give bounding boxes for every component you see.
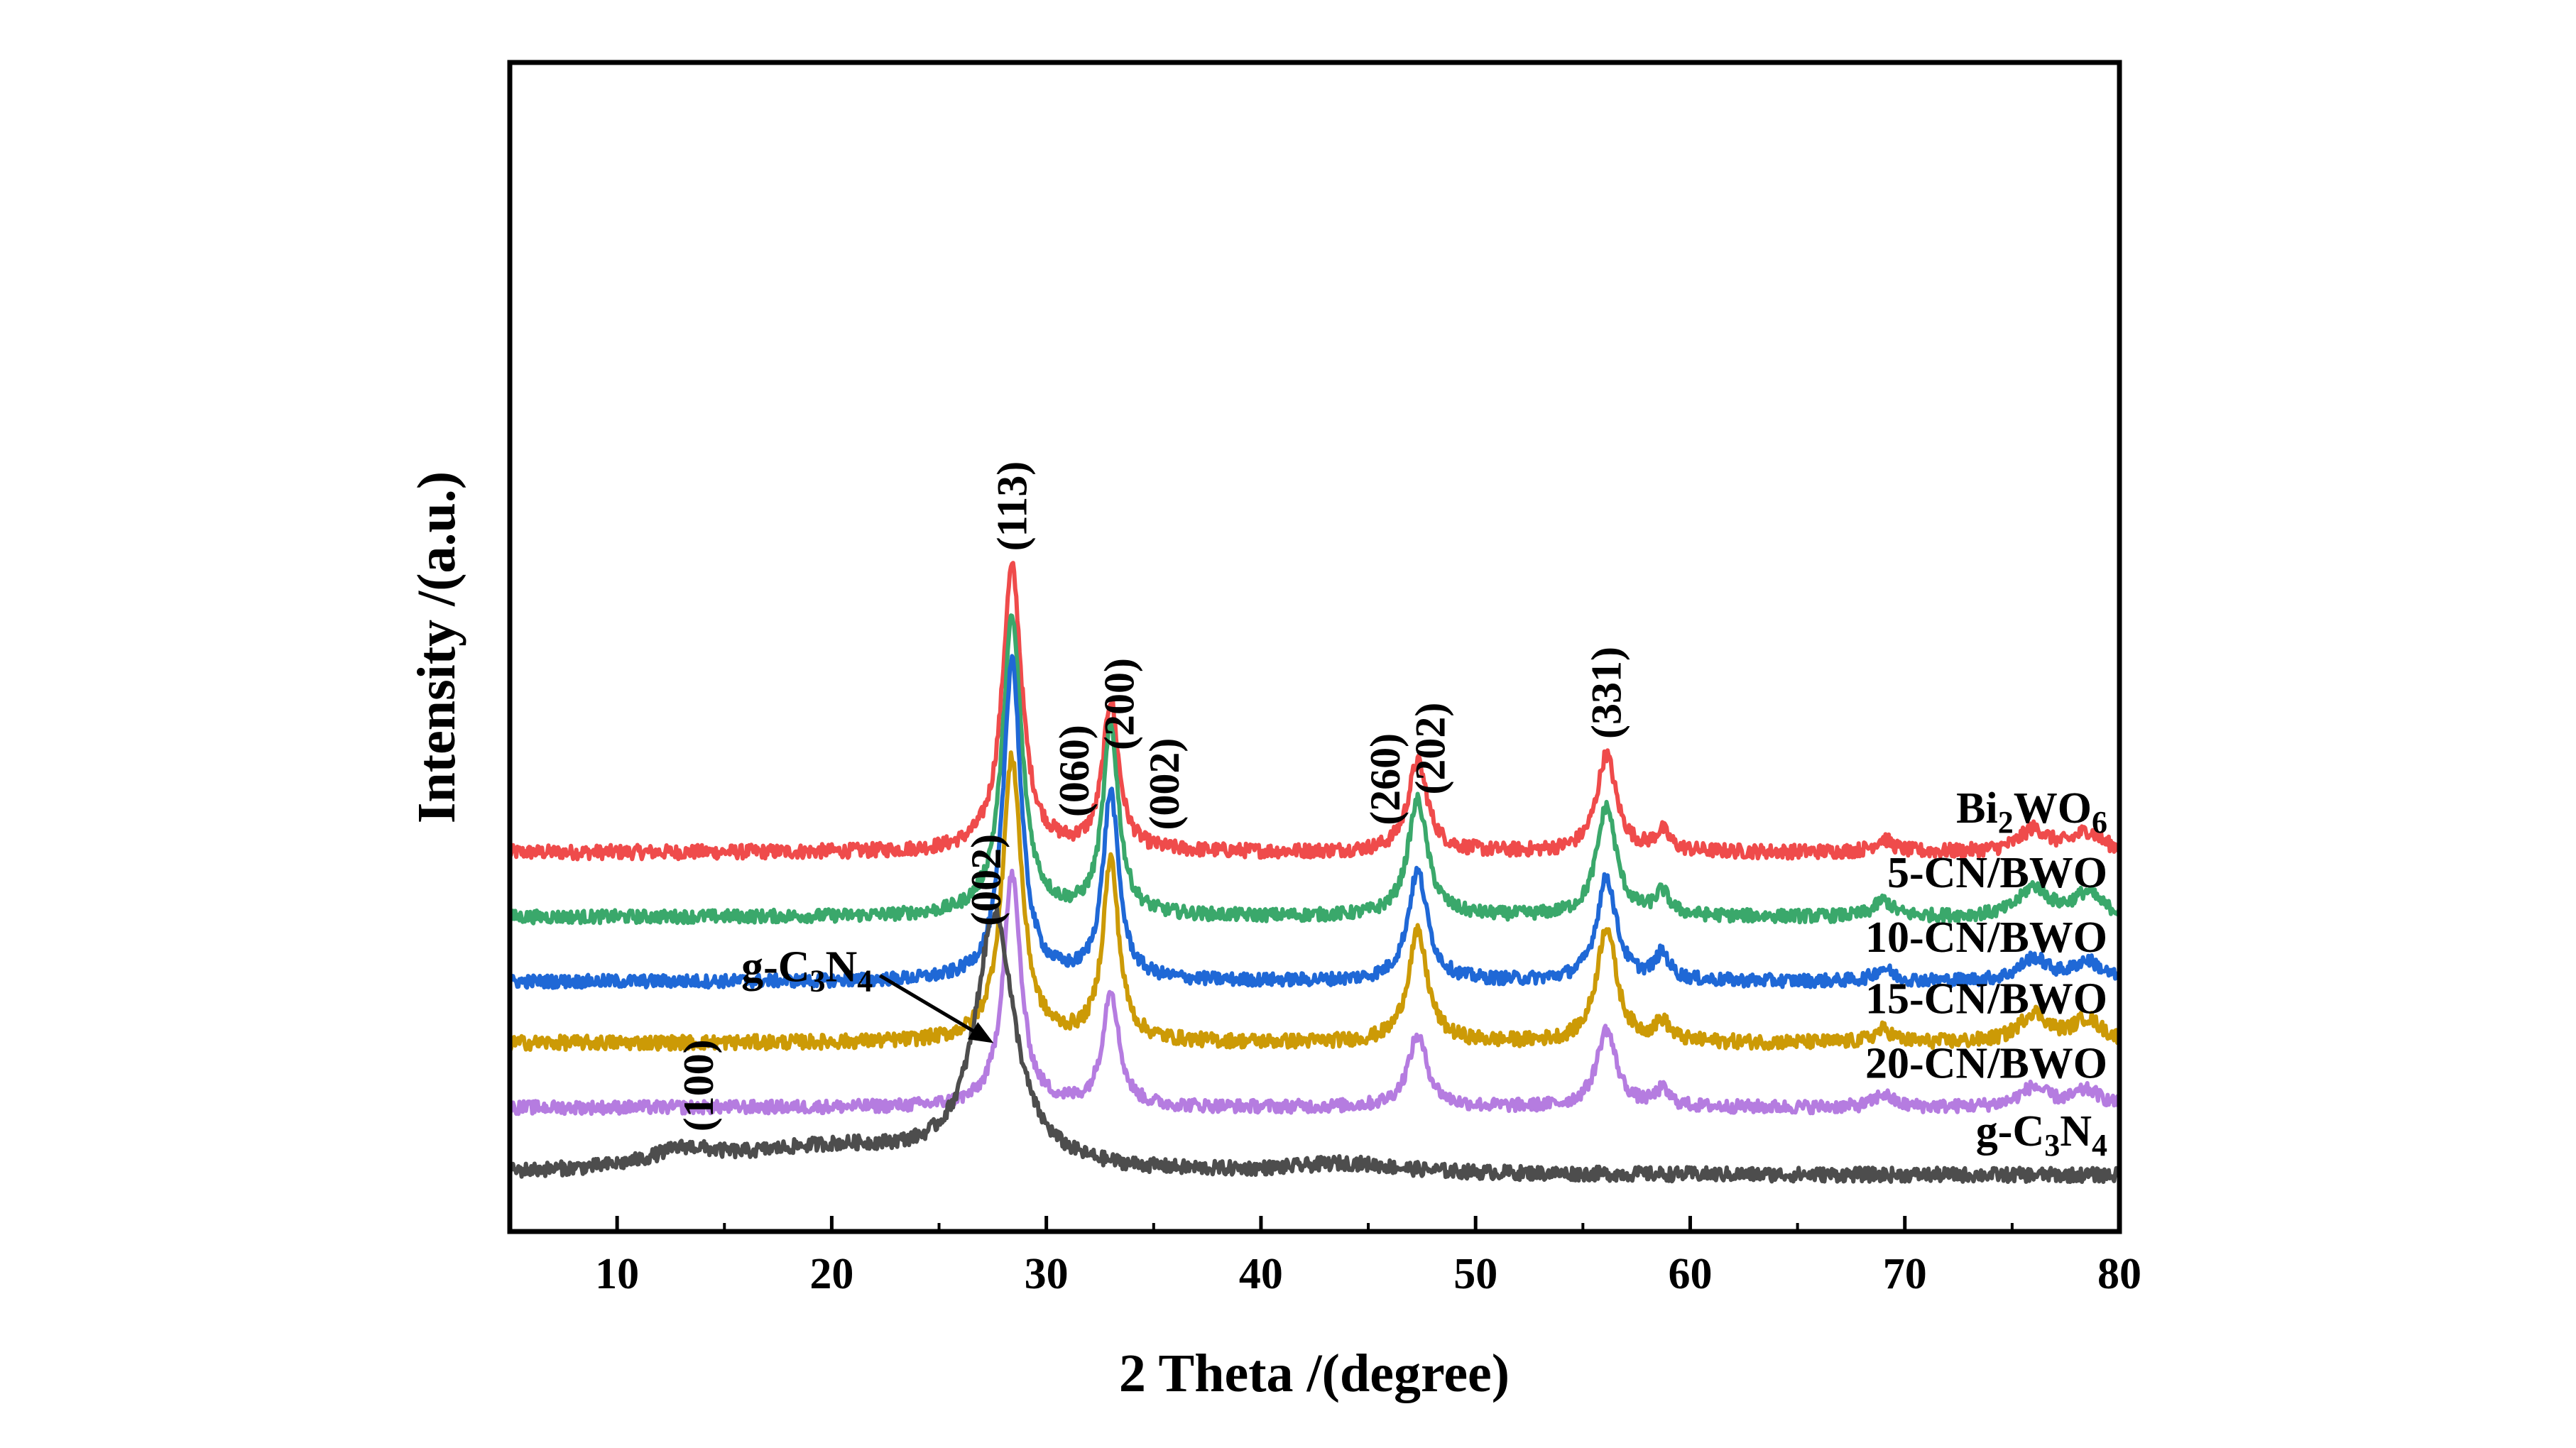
peak-label: (060)	[1051, 725, 1098, 817]
series-label: 20-CN/BWO	[1865, 1039, 2107, 1087]
annotation-arrow-line	[879, 974, 988, 1041]
x-tick-label: 10	[595, 1250, 639, 1298]
peak-label: (002)	[963, 834, 1010, 926]
peak-label: (113)	[988, 461, 1035, 552]
x-tick-label: 40	[1239, 1250, 1283, 1298]
peak-label: (200)	[1096, 658, 1142, 750]
series-label: g-C3N4	[1976, 1107, 2107, 1163]
peak-annotations: (113)(060)(200)(002) (260)(202)(331)(100)…	[675, 461, 1630, 1132]
series-line-20-cn-bwo	[508, 868, 2122, 1117]
series-line-g-c3n4	[508, 906, 2122, 1185]
x-tick-label: 60	[1668, 1250, 1712, 1298]
series-labels: Bi2WO6 5-CN/BWO 10-CN/BWO 15-CN/BWO 20-CN/BW…	[1865, 784, 2107, 1163]
x-axis-ticks: 10 20 30 40 50 60 70 80	[508, 1216, 2141, 1298]
series-line-bi2wo6	[508, 561, 2121, 862]
arrow-annotation-label: g-C3N4	[741, 943, 873, 998]
series-label: 5-CN/BWO	[1887, 849, 2107, 897]
peak-label: (100)	[675, 1039, 722, 1131]
peak-label: (002)	[1141, 738, 1188, 830]
x-tick-label: 70	[1883, 1250, 1927, 1298]
x-tick-label: 50	[1453, 1250, 1497, 1298]
y-axis-title: Intensity /(a.u.)	[407, 471, 466, 823]
peak-label: (202)	[1407, 703, 1454, 795]
series-line-10-cn-bwo	[508, 654, 2122, 990]
x-tick-label: 30	[1025, 1250, 1069, 1298]
series-line-15-cn-bwo	[508, 750, 2122, 1052]
plot-area	[508, 561, 2122, 1185]
x-axis-title: 2 Theta /(degree)	[1119, 1344, 1510, 1403]
annotation-arrow-head	[967, 1022, 994, 1043]
x-tick-label: 20	[809, 1250, 853, 1298]
plot-frame	[507, 60, 2122, 1234]
series-line-5-cn-bwo	[508, 613, 2122, 926]
series-label: Bi2WO6	[1956, 784, 2107, 840]
x-tick-label: 80	[2097, 1250, 2141, 1298]
series-label: 10-CN/BWO	[1865, 914, 2107, 962]
peak-label: (331)	[1583, 647, 1630, 739]
peak-label: (260)	[1362, 733, 1409, 826]
series-label: 15-CN/BWO	[1865, 975, 2107, 1023]
